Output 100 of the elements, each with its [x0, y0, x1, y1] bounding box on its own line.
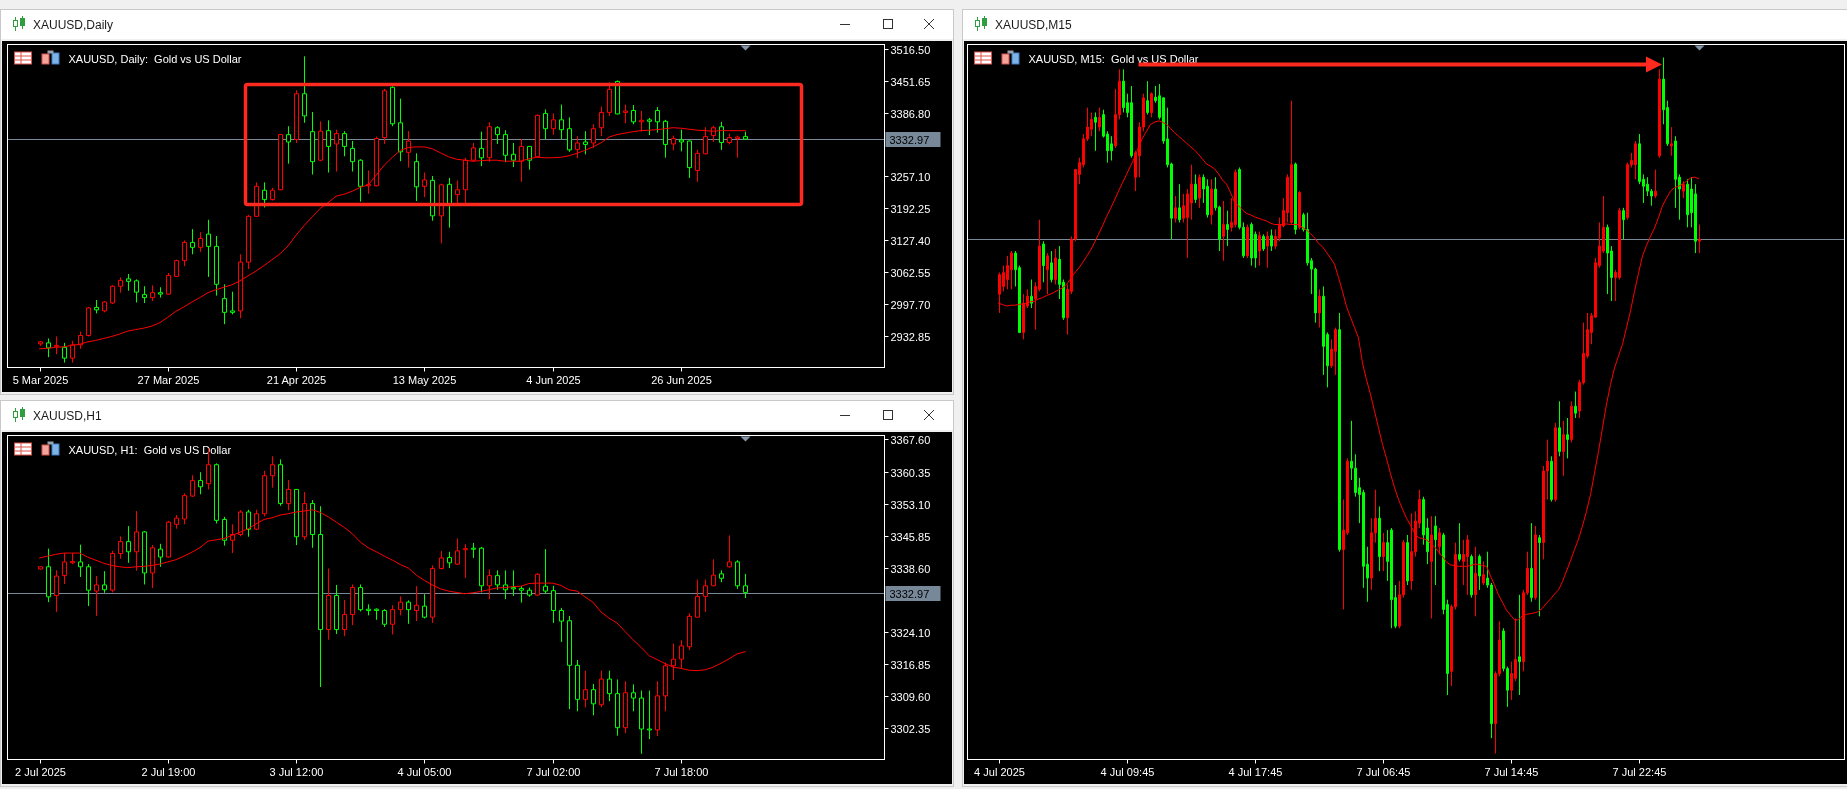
candlestick [1458, 522, 1461, 562]
candlestick [310, 499, 315, 549]
candlestick [519, 585, 524, 604]
candlestick [142, 285, 147, 304]
candlestick [1174, 195, 1177, 223]
candlestick [1030, 279, 1033, 309]
candlestick [647, 690, 652, 740]
candlestick [1198, 173, 1201, 209]
candlestick [342, 130, 347, 157]
candlestick [422, 172, 427, 198]
candlestick [479, 131, 484, 167]
candlestick [543, 108, 548, 140]
candlestick [206, 219, 211, 278]
y-tick-label: 3316.85 [890, 658, 931, 671]
candlestick [294, 89, 299, 144]
candlestick [150, 284, 155, 302]
candlestick [174, 259, 179, 278]
candlestick [350, 583, 355, 626]
candlestick [390, 604, 395, 635]
candlestick [487, 568, 492, 600]
candlestick [1050, 250, 1053, 283]
candlestick [214, 462, 219, 524]
candlestick [655, 680, 660, 737]
candlestick [1654, 169, 1657, 199]
candlestick [471, 142, 476, 163]
candlestick [1466, 534, 1469, 596]
candlestick [1634, 140, 1637, 180]
candlestick [94, 299, 99, 314]
y-tick-label: 3062.55 [890, 266, 931, 279]
candlestick [350, 140, 355, 173]
candlestick [1130, 85, 1133, 159]
candlestick [479, 546, 484, 593]
candlestick [414, 585, 419, 622]
candlestick [735, 135, 740, 159]
candlestick [1434, 515, 1437, 586]
candlestick [1226, 210, 1229, 247]
candlestick [270, 455, 275, 489]
candlestick [382, 88, 387, 145]
candlestick [1562, 420, 1565, 477]
x-tick-label: 4 Jul 17:45 [1228, 765, 1283, 778]
candlestick [471, 542, 476, 559]
candlestick [439, 550, 444, 570]
candlestick [1006, 255, 1009, 290]
candlestick [743, 573, 748, 599]
candlestick [254, 181, 259, 218]
candlestick [1686, 178, 1689, 228]
candlestick [687, 612, 692, 651]
candlestick [46, 548, 51, 603]
candlestick [567, 615, 572, 710]
candlestick [1390, 527, 1393, 629]
candlestick [94, 575, 99, 617]
candlestick [174, 514, 179, 530]
candlestick [1382, 532, 1385, 572]
candlestick [1554, 422, 1557, 503]
candlestick [1110, 135, 1113, 162]
candlestick [663, 119, 668, 159]
candlestick [511, 142, 516, 168]
y-tick-label: 3257.10 [890, 170, 931, 183]
candlestick [559, 607, 564, 643]
candlestick [447, 177, 452, 229]
candlestick [262, 181, 267, 208]
candlestick [727, 133, 732, 145]
candlestick [695, 579, 700, 619]
candlestick [711, 558, 716, 587]
candlestick [406, 599, 411, 625]
candlestick [318, 505, 323, 688]
candlestick [222, 283, 227, 325]
candlestick [615, 79, 620, 115]
candlestick [695, 149, 700, 183]
y-tick-label: 3324.10 [890, 626, 931, 639]
candlestick [1206, 178, 1209, 219]
candlestick [118, 276, 123, 294]
y-tick-label: 3353.10 [890, 498, 931, 511]
candlestick [727, 534, 732, 569]
candlestick [1250, 221, 1253, 267]
candlestick [1194, 173, 1197, 204]
candlestick [1318, 288, 1321, 329]
candlestick [599, 106, 604, 137]
candlestick [270, 187, 275, 202]
candlestick [1302, 212, 1305, 232]
x-tick-label: 4 Jul 09:45 [1100, 765, 1155, 778]
candlestick [1534, 525, 1537, 601]
chart-title: XAUUSD,M15 [995, 17, 1073, 32]
candlestick [1266, 231, 1269, 269]
candlestick [551, 112, 556, 136]
x-tick-label: 7 Jul 18:00 [654, 765, 709, 778]
candlestick [495, 125, 500, 145]
candlestick [1410, 512, 1413, 591]
candlestick [46, 337, 51, 358]
candlestick [398, 595, 403, 616]
candlestick [599, 670, 604, 708]
candlestick [1178, 183, 1181, 223]
candlestick [519, 138, 524, 183]
candlestick [1234, 169, 1237, 228]
candlestick [230, 291, 235, 315]
y-tick-label: 3127.40 [890, 234, 931, 247]
y-tick-label: 3451.65 [890, 75, 931, 88]
candlestick [110, 284, 115, 305]
candlestick [703, 579, 708, 613]
candlestick [1094, 111, 1097, 152]
